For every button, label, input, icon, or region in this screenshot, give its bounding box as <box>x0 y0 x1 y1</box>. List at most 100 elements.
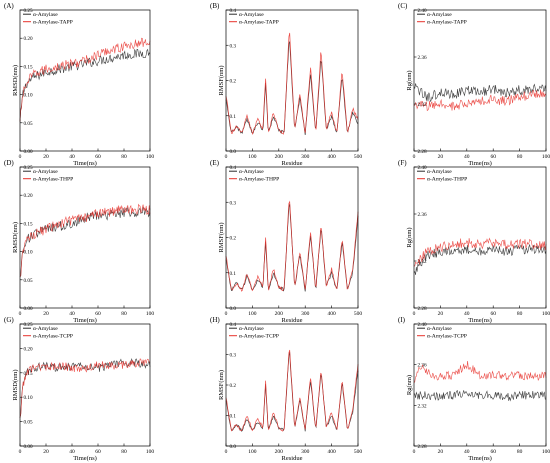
y-tick-label: 0.25 <box>24 8 33 14</box>
y-tick-label: 2.40 <box>418 165 427 171</box>
panel-label: (F) <box>398 159 407 167</box>
x-tick-label: 400 <box>327 449 336 455</box>
y-tick-label: 0.2 <box>230 383 237 389</box>
x-tick-label: 0 <box>413 154 416 160</box>
x-tick-label: 0 <box>19 154 22 160</box>
x-tick-label: 40 <box>464 449 470 455</box>
legend-label-1: α-Amylase <box>33 169 58 175</box>
y-axis-label: Rg(nm) <box>406 70 413 90</box>
y-tick-label: 2.36 <box>418 363 427 369</box>
x-axis-label: Residue <box>282 317 303 324</box>
y-tick-label: 0.15 <box>24 371 33 377</box>
legend-label-2: α-Amylase-TCPP <box>427 334 467 340</box>
x-tick-label: 20 <box>43 311 49 317</box>
series-line-1 <box>19 206 151 278</box>
x-tick-label: 500 <box>354 311 363 317</box>
x-tick-label: 0 <box>413 311 416 317</box>
series-line-2 <box>225 349 359 432</box>
x-axis-label: Time(ns) <box>73 317 97 324</box>
y-tick-label: 0.00 <box>24 444 33 450</box>
legend-label-1: α-Amylase <box>33 326 58 332</box>
y-tick-label: 0.1 <box>230 271 237 277</box>
legend-label-1: α-Amylase <box>239 169 264 175</box>
x-tick-label: 80 <box>121 449 127 455</box>
panel-label: (A) <box>4 2 14 10</box>
chart-panel-g: 0 20 40 60 80 100 0.00 0.05 0.10 0.15 0.20 0.25 Time… <box>4 316 154 462</box>
x-tick-label: 60 <box>95 154 101 160</box>
y-tick-label: 0.15 <box>24 64 33 70</box>
x-axis-label: Residue <box>282 455 303 462</box>
legend-label-2: α-Amylase-TCPP <box>33 334 73 340</box>
legend-label-2: α-Amylase-TAPP <box>239 20 279 26</box>
y-tick-label: 0.3 <box>230 43 237 49</box>
y-tick-label: 0.20 <box>24 346 33 352</box>
series-line-2 <box>19 203 151 277</box>
x-tick-label: 100 <box>146 449 155 455</box>
y-tick-label: 2.32 <box>418 403 427 409</box>
y-tick-label: 0.3 <box>230 200 237 206</box>
x-tick-label: 100 <box>542 154 550 160</box>
y-tick-label: 2.32 <box>418 102 427 108</box>
x-tick-label: 300 <box>301 154 310 160</box>
x-tick-label: 60 <box>95 311 101 317</box>
y-tick-label: 0.25 <box>24 322 33 328</box>
y-tick-label: 0.10 <box>24 93 33 99</box>
y-tick-label: 0.0 <box>230 149 237 155</box>
series-line-2 <box>413 360 547 383</box>
x-axis-label: Time(ns) <box>73 160 97 167</box>
legend-label-2: α-Amylase-THPP <box>33 177 73 183</box>
x-tick-label: 200 <box>275 449 284 455</box>
y-tick-label: 0.2 <box>230 236 237 242</box>
y-axis-label: RMSF(nm) <box>218 223 225 253</box>
legend-label-2: α-Amylase-THPP <box>239 177 279 183</box>
x-tick-label: 80 <box>121 311 127 317</box>
x-tick-label: 200 <box>275 154 284 160</box>
x-tick-label: 0 <box>413 449 416 455</box>
x-tick-label: 0 <box>19 311 22 317</box>
y-tick-label: 0.20 <box>24 193 33 199</box>
x-tick-label: 80 <box>121 154 127 160</box>
legend-label-1: α-Amylase <box>427 169 452 175</box>
y-tick-label: 2.28 <box>418 306 427 312</box>
chart-panel-f: 0 20 40 60 80 100 2.28 2.32 2.36 2.40 Time(ns) Rg(n… <box>398 159 550 324</box>
y-axis-label: RMSF(nm) <box>218 370 225 400</box>
y-tick-label: 0.05 <box>24 278 33 284</box>
chart-panel-i: 0 20 40 60 80 100 2.28 2.32 2.36 2.40 Time(ns) Rg(n… <box>398 316 550 462</box>
x-tick-label: 60 <box>490 449 496 455</box>
chart-panel-h: 0 100 200 300 400 500 0.0 0.1 0.2 0.3 0.4 Residue RM… <box>210 316 362 462</box>
plot-frame <box>19 166 151 309</box>
series-line-2 <box>413 89 547 112</box>
y-tick-label: 0.1 <box>230 414 237 420</box>
x-axis-label: Time(ns) <box>73 455 97 462</box>
chart-panel-e: 0 100 200 300 400 500 0.0 0.1 0.2 0.3 0.4 Residue RM… <box>210 159 362 324</box>
panel-label: (H) <box>210 316 220 324</box>
x-tick-label: 100 <box>248 154 257 160</box>
x-axis-label: Time(ns) <box>468 160 492 167</box>
x-tick-label: 500 <box>354 154 363 160</box>
series-line-1 <box>413 243 547 275</box>
y-tick-label: 2.40 <box>418 322 427 328</box>
x-tick-label: 20 <box>438 311 444 317</box>
panel-label: (C) <box>398 2 408 10</box>
x-tick-label: 0 <box>225 154 228 160</box>
series-line-2 <box>225 200 359 292</box>
y-tick-label: 2.32 <box>418 259 427 265</box>
y-tick-label: 0.25 <box>24 165 33 171</box>
y-tick-label: 2.28 <box>418 444 427 450</box>
chart-panel-a: 0 20 40 60 80 100 0.00 0.05 0.10 0.15 0.20 0.25 Time… <box>4 2 154 167</box>
x-tick-label: 40 <box>69 154 75 160</box>
x-tick-label: 40 <box>464 311 470 317</box>
legend-label-1: α-Amylase <box>239 12 264 18</box>
x-tick-label: 0 <box>225 311 228 317</box>
x-tick-label: 400 <box>327 311 336 317</box>
x-axis-label: Time(ns) <box>468 455 492 462</box>
x-tick-label: 20 <box>438 449 444 455</box>
plot-frame <box>413 166 547 309</box>
series-line-1 <box>19 48 151 122</box>
legend-label-2: α-Amylase-TAPP <box>33 20 73 26</box>
x-tick-label: 40 <box>464 154 470 160</box>
x-tick-label: 100 <box>542 311 550 317</box>
x-tick-label: 200 <box>275 311 284 317</box>
y-axis-label: Rg(nm) <box>406 227 413 247</box>
legend-label-1: α-Amylase <box>33 12 58 18</box>
